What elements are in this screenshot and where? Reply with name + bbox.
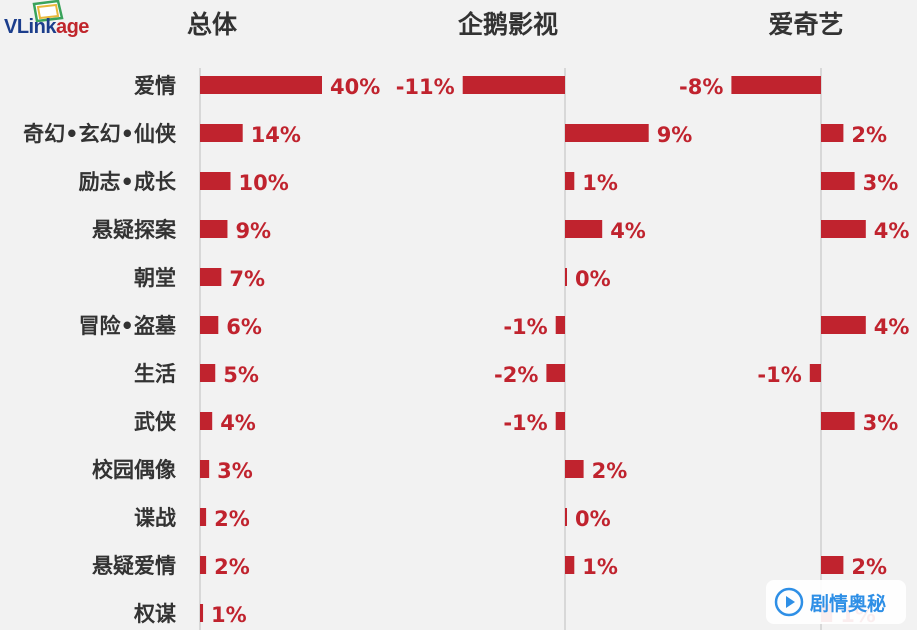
category-label: 励志•成长	[79, 170, 177, 194]
bar	[565, 220, 603, 238]
category-label: 武侠	[134, 410, 177, 434]
bar	[555, 316, 565, 334]
watermark-badge: 剧情奥秘	[766, 580, 906, 624]
category-label: 冒险•盗墓	[79, 314, 177, 338]
data-label: 1%	[211, 603, 247, 627]
logo-text-part1: VLink	[4, 16, 56, 38]
category-label: 朝堂	[134, 266, 176, 290]
watermark-text: 剧情奥秘	[810, 592, 887, 615]
data-label: 1%	[582, 555, 618, 579]
data-label: 3%	[863, 411, 899, 435]
logo-text: VLinkage	[4, 16, 89, 39]
bar	[821, 412, 855, 430]
vlinkage-logo: VLinkage	[2, 0, 122, 42]
data-label: 2%	[214, 507, 250, 531]
data-label: -1%	[757, 363, 801, 387]
data-label: 2%	[851, 555, 887, 579]
bar	[200, 220, 228, 238]
category-label: 校园偶像	[92, 458, 177, 482]
bar	[462, 76, 565, 94]
bar	[821, 220, 866, 238]
bar	[200, 604, 204, 622]
category-label: 悬疑探案	[92, 218, 177, 242]
panel-title: 爱奇艺	[768, 10, 843, 39]
bar	[731, 76, 821, 94]
data-label: -1%	[503, 315, 547, 339]
data-label: -11%	[396, 75, 455, 99]
bar	[200, 124, 243, 142]
category-label: 生活	[134, 362, 176, 386]
logo-text-part2: age	[55, 16, 89, 38]
data-label: 5%	[223, 363, 259, 387]
data-label: 4%	[874, 219, 910, 243]
data-label: 9%	[235, 219, 271, 243]
bar	[200, 268, 222, 286]
data-label: 3%	[863, 171, 899, 195]
data-label: 0%	[575, 267, 611, 291]
data-label: 14%	[251, 123, 301, 147]
data-label: 10%	[239, 171, 289, 195]
logo-frame-icon	[32, 0, 64, 22]
bar	[821, 172, 855, 190]
bar	[565, 268, 567, 286]
data-label: 40%	[330, 75, 380, 99]
bar	[200, 412, 213, 430]
data-label: 1%	[582, 171, 618, 195]
data-label: 2%	[592, 459, 628, 483]
bar	[200, 508, 207, 526]
category-label: 奇幻•玄幻•仙侠	[23, 122, 177, 146]
bar	[565, 460, 584, 478]
bar	[200, 460, 210, 478]
data-label: 4%	[874, 315, 910, 339]
bar	[565, 172, 575, 190]
category-label: 悬疑爱情	[92, 554, 176, 578]
bar	[565, 508, 567, 526]
bar	[200, 364, 216, 382]
bar	[200, 556, 207, 574]
data-label: -2%	[494, 363, 538, 387]
data-label: 4%	[610, 219, 646, 243]
bar	[200, 76, 322, 94]
panel-title: 总体	[187, 10, 238, 39]
data-label: 0%	[575, 507, 611, 531]
bar	[546, 364, 565, 382]
data-label: -1%	[503, 411, 547, 435]
bar	[200, 172, 231, 190]
data-label: 2%	[851, 123, 887, 147]
bar	[555, 412, 565, 430]
data-label: 6%	[226, 315, 262, 339]
category-label: 爱情	[134, 74, 176, 98]
bar	[809, 364, 821, 382]
bar	[565, 124, 649, 142]
bar	[821, 316, 866, 334]
category-label: 权谋	[133, 602, 177, 626]
bar	[565, 556, 575, 574]
data-label: 9%	[657, 123, 693, 147]
data-label: -8%	[679, 75, 723, 99]
category-label: 谍战	[134, 506, 176, 530]
data-label: 3%	[217, 459, 253, 483]
play-drop-icon	[774, 587, 804, 617]
bar	[821, 124, 844, 142]
data-label: 4%	[220, 411, 256, 435]
data-label: 7%	[229, 267, 265, 291]
data-label: 2%	[214, 555, 250, 579]
bar	[821, 556, 844, 574]
panel-title: 企鹅影视	[458, 10, 558, 39]
bar	[200, 316, 219, 334]
